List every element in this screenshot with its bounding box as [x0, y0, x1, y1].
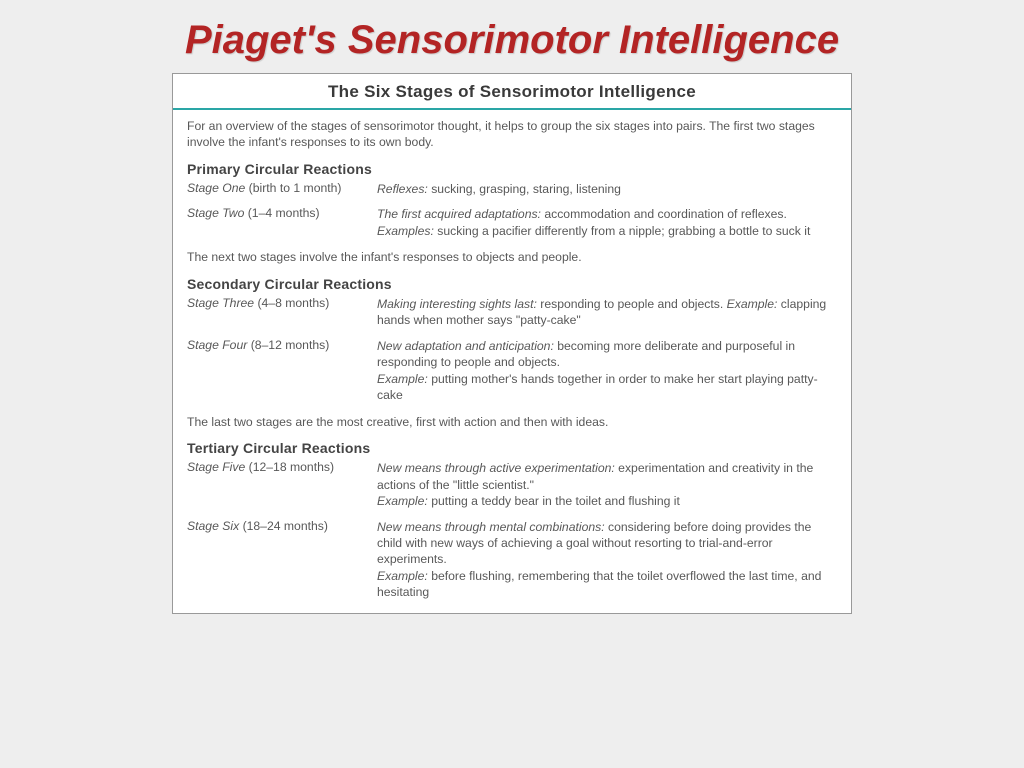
section-heading: Tertiary Circular Reactions — [173, 438, 851, 459]
stage-description: New means through mental combinations: c… — [377, 519, 837, 601]
panel-title: The Six Stages of Sensorimotor Intellige… — [173, 76, 851, 108]
section-heading: Primary Circular Reactions — [173, 159, 851, 180]
slide-title: Piaget's Sensorimotor Intelligence — [0, 0, 1024, 73]
stage-description: The first acquired adaptations: accommod… — [377, 206, 837, 239]
stage-row: Stage Five (12–18 months)New means throu… — [173, 459, 851, 517]
stage-label: Stage One (birth to 1 month) — [187, 181, 377, 197]
stage-description: Making interesting sights last: respondi… — [377, 296, 837, 329]
stage-label: Stage Four (8–12 months) — [187, 338, 377, 404]
stage-label: Stage Three (4–8 months) — [187, 296, 377, 329]
stage-description: New adaptation and anticipation: becomin… — [377, 338, 837, 404]
stage-label: Stage Five (12–18 months) — [187, 460, 377, 509]
stage-row: Stage Four (8–12 months)New adaptation a… — [173, 337, 851, 412]
stage-row: Stage One (birth to 1 month)Reflexes: su… — [173, 180, 851, 205]
stage-row: Stage Two (1–4 months)The first acquired… — [173, 205, 851, 247]
stage-description: Reflexes: sucking, grasping, staring, li… — [377, 181, 837, 197]
stage-description: New means through active experimentation… — [377, 460, 837, 509]
stage-row: Stage Six (18–24 months)New means throug… — [173, 518, 851, 609]
bridge-text: The last two stages are the most creativ… — [173, 412, 851, 438]
stage-label: Stage Six (18–24 months) — [187, 519, 377, 601]
section-heading: Secondary Circular Reactions — [173, 274, 851, 295]
panel-rule — [173, 108, 851, 110]
content-panel: The Six Stages of Sensorimotor Intellige… — [172, 73, 852, 614]
stage-label: Stage Two (1–4 months) — [187, 206, 377, 239]
intro-text: For an overview of the stages of sensori… — [173, 116, 851, 159]
stage-row: Stage Three (4–8 months)Making interesti… — [173, 295, 851, 337]
sections-container: Primary Circular ReactionsStage One (bir… — [173, 159, 851, 609]
bridge-text: The next two stages involve the infant's… — [173, 247, 851, 273]
